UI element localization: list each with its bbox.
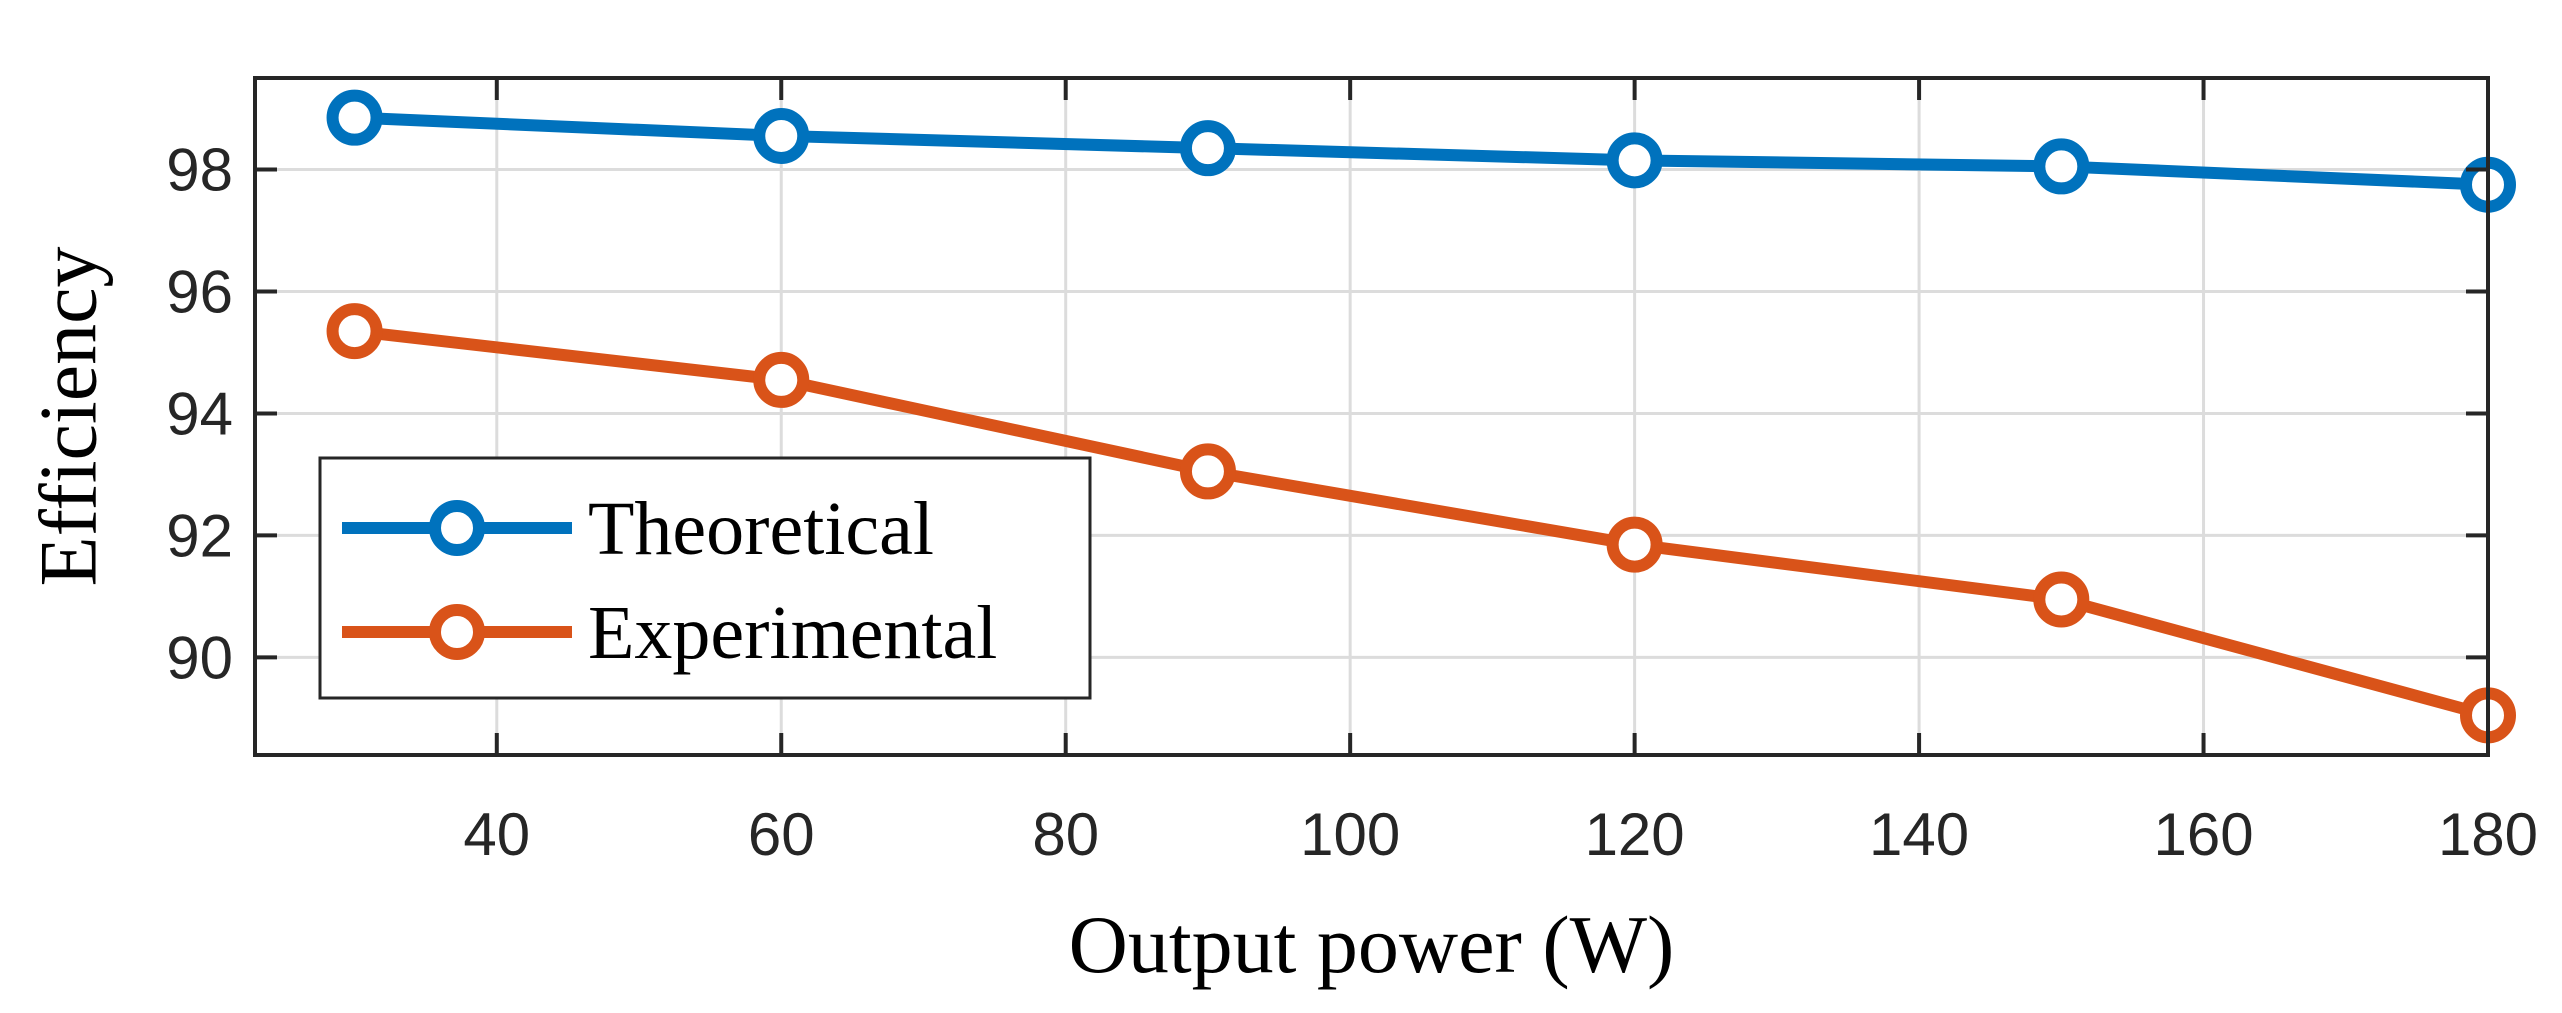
data-point-experimental	[1179, 443, 1236, 500]
series-line-theoretical	[354, 111, 2489, 191]
legend-entry-theoretical: Theoretical	[342, 487, 934, 571]
legend: Theoretical Experimental	[318, 456, 1092, 700]
data-point-experimental	[753, 351, 810, 408]
data-point-theoretical	[2033, 138, 2090, 195]
x-tick-label: 80	[1032, 801, 1099, 868]
x-tick-label: 40	[463, 801, 530, 868]
x-axis-title: Output power (W)	[1069, 899, 1675, 990]
y-tick-label: 96	[166, 258, 233, 325]
data-point-theoretical	[1606, 132, 1663, 189]
data-point-experimental	[2033, 571, 2090, 628]
x-tick-label: 180	[2438, 801, 2538, 868]
y-tick-label: 90	[166, 624, 233, 691]
y-axis-title: Efficiency	[23, 247, 114, 587]
data-point-theoretical	[326, 89, 383, 146]
plot-frame	[253, 76, 2490, 757]
x-tick-label: 160	[2153, 801, 2253, 868]
x-tick-label: 100	[1300, 801, 1400, 868]
y-tick-label: 92	[166, 502, 233, 569]
series-line-experimental	[353, 325, 2490, 722]
legend-label-theoretical: Theoretical	[588, 487, 934, 571]
x-tick-label: 120	[1585, 801, 1685, 868]
data-point-experimental	[326, 303, 383, 360]
y-tick-label: 98	[166, 136, 233, 203]
data-point-experimental	[1606, 516, 1663, 573]
legend-entry-experimental: Experimental	[342, 591, 997, 675]
axis-ticks: 40 60 80 100 120 140 160 180 90 92 94 96 98	[166, 78, 2538, 868]
y-tick-label: 94	[166, 380, 233, 447]
series-group	[326, 89, 2516, 744]
data-point-theoretical	[753, 107, 810, 164]
legend-marker-theoretical	[429, 500, 485, 556]
legend-marker-experimental	[429, 604, 485, 660]
legend-label-experimental: Experimental	[588, 591, 997, 675]
x-tick-label: 60	[748, 801, 815, 868]
x-tick-label: 140	[1869, 801, 1969, 868]
data-point-theoretical	[1179, 120, 1236, 177]
